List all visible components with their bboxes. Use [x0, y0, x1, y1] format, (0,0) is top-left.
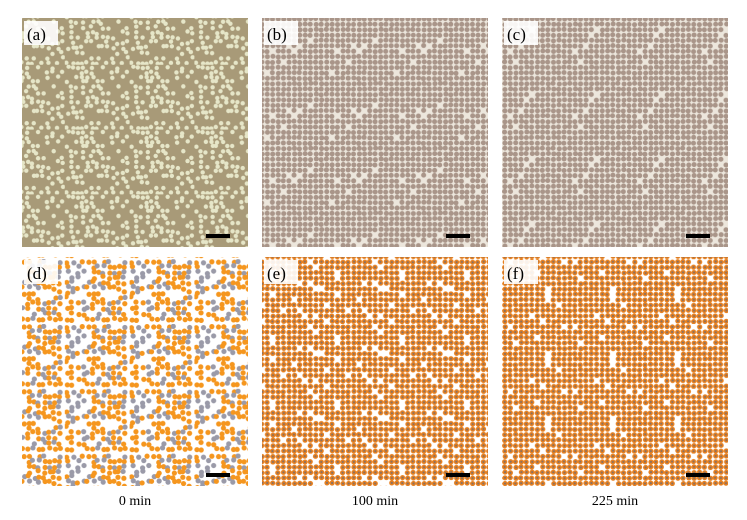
scale-bar [206, 473, 230, 477]
micrograph [262, 257, 488, 486]
panel: (a) [22, 18, 248, 247]
label-box [504, 21, 538, 45]
panel-label: (c) [507, 25, 526, 44]
micrograph [502, 18, 728, 247]
label-box [504, 260, 538, 284]
label-box [264, 260, 298, 284]
micrograph [22, 257, 248, 486]
panel-label: (d) [27, 264, 47, 283]
scale-bar [206, 234, 230, 238]
panel: (b) [262, 18, 488, 247]
panel-label: (b) [267, 25, 287, 44]
panel-label: (e) [267, 264, 286, 283]
scale-bar [686, 473, 710, 477]
panel-label: (f) [507, 264, 524, 283]
panel: (f) [502, 257, 728, 486]
panel: (d) [22, 257, 248, 486]
scale-bar [446, 473, 470, 477]
micrograph [502, 257, 728, 486]
panel: (c) [502, 18, 728, 247]
scale-bar [446, 234, 470, 238]
caption: 100 min [352, 494, 398, 509]
caption: 0 min [119, 494, 151, 509]
panel: (e) [262, 257, 488, 486]
label-box [24, 260, 58, 284]
caption: 225 min [592, 494, 638, 509]
label-box [264, 21, 298, 45]
micrograph [262, 18, 488, 247]
micrograph [22, 18, 248, 247]
panel-label: (a) [27, 25, 46, 44]
scale-bar [686, 234, 710, 238]
label-box [24, 21, 58, 45]
